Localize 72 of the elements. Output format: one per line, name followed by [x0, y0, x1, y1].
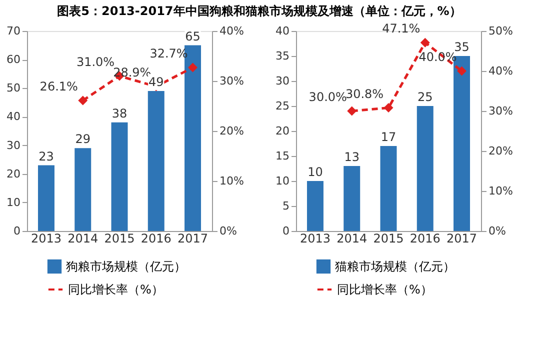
- y-tick-label: 5: [282, 200, 290, 212]
- bar: [148, 91, 164, 231]
- y-tick-label: 0: [14, 224, 20, 238]
- y2-tick-label: 20%: [488, 144, 513, 158]
- legend-label: 同比增长率（%）: [68, 282, 164, 296]
- point: [78, 96, 88, 106]
- y-tick-label: 10: [276, 174, 290, 188]
- bar: [344, 166, 360, 231]
- data-label: 10: [308, 165, 323, 179]
- bar: [111, 122, 128, 231]
- y-tick-label: 10: [6, 196, 20, 209]
- y-tick-label: 50: [6, 82, 20, 95]
- y2-tick-label: 10%: [488, 184, 513, 198]
- y2-tick-label: 0%: [220, 224, 237, 238]
- legend-label: 狗粮市场规模（亿元）: [66, 260, 186, 274]
- data-label: 25: [417, 90, 433, 104]
- y2-tick-label: 0%: [488, 224, 506, 238]
- y2-tick-label: 30%: [220, 74, 244, 88]
- legend-label: 猫粮市场规模（亿元）: [335, 260, 455, 274]
- x-tick-label: 2016: [140, 232, 172, 246]
- bar: [306, 181, 324, 231]
- data-label: 23: [38, 149, 54, 164]
- y2-tick-label: 30%: [488, 104, 513, 118]
- point: [188, 62, 198, 72]
- y2-tick-label: 20%: [220, 124, 244, 138]
- y-tick-label: 40: [6, 110, 20, 124]
- y-tick-label: 40: [276, 24, 290, 38]
- data-label: 31.0%: [76, 55, 115, 69]
- y-tick-label: 30: [276, 74, 290, 88]
- data-label: 29: [75, 132, 91, 146]
- y-tick-label: 35: [276, 50, 290, 62]
- data-label: 38: [112, 106, 128, 120]
- y-tick-label: 60: [6, 53, 20, 66]
- data-label: 30.0%: [308, 90, 347, 104]
- data-label: 13: [344, 150, 360, 164]
- text: 图表5：2013-2017年中国狗粮和猫粮市场规模及增速（单位：亿元，%）: [57, 4, 462, 18]
- legend-label: 同比增长率（%）: [337, 282, 432, 296]
- point: [347, 106, 357, 116]
- x-tick-label: 2017: [446, 232, 478, 246]
- y2-tick-label: 50%: [488, 24, 513, 38]
- x-tick-label: 2016: [410, 232, 440, 246]
- data-label: 49: [148, 75, 164, 89]
- bar: [416, 106, 434, 231]
- bar: [38, 165, 54, 231]
- x-tick-label: 2017: [177, 232, 208, 246]
- y-tick-label: 30: [6, 138, 20, 152]
- bar: [74, 148, 92, 231]
- y-tick-label: 20: [6, 167, 20, 180]
- y-tick-label: 15: [276, 150, 290, 162]
- point: [420, 38, 430, 48]
- y2-tick-label: 40%: [488, 64, 513, 78]
- y-tick-label: 25: [276, 100, 290, 112]
- data-label: 17: [380, 130, 396, 144]
- x-tick-label: 2015: [373, 232, 404, 246]
- x-tick-label: 2013: [300, 232, 331, 246]
- y-tick-label: 0: [282, 224, 290, 238]
- point: [457, 66, 467, 76]
- y2-tick-label: 10%: [220, 174, 244, 188]
- data-label: 30.8%: [345, 86, 384, 101]
- x-tick-label: 2014: [68, 232, 98, 246]
- data-label: 26.1%: [40, 80, 78, 94]
- x-tick-label: 2013: [30, 232, 62, 246]
- y2-tick-label: 40%: [220, 24, 244, 38]
- data-label: 65: [185, 29, 200, 44]
- x-tick-label: 2014: [336, 232, 368, 246]
- data-label: 35: [454, 40, 470, 54]
- data-label: 47.1%: [382, 22, 420, 36]
- bar: [380, 146, 397, 231]
- point: [384, 103, 394, 113]
- x-tick-label: 2015: [104, 232, 135, 246]
- y-tick-label: 70: [6, 24, 20, 38]
- y-tick-label: 20: [276, 124, 290, 138]
